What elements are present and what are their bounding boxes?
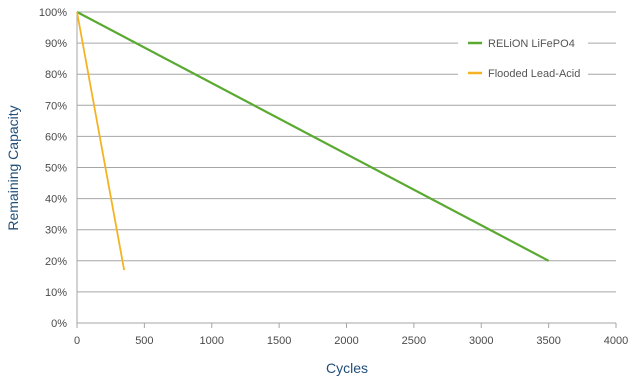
y-tick-label: 0%: [51, 318, 67, 330]
legend-entry: RELiON LiFePO4: [488, 38, 575, 50]
legend-entry: Flooded Lead-Acid: [488, 68, 580, 80]
legend: RELiON LiFePO4 Flooded Lead-Acid: [458, 30, 588, 86]
y-tick-label: 20%: [45, 256, 67, 268]
y-tick-label: 80%: [45, 69, 67, 81]
x-tick-label: 3000: [469, 335, 493, 347]
series-line-lead-acid: [76, 11, 126, 271]
y-tick-labels: 0% 10% 20% 30% 40% 50% 60% 70% 80% 90% 100%: [39, 7, 67, 330]
y-tick-label: 90%: [45, 38, 67, 50]
y-tick-label: 100%: [39, 7, 67, 19]
y-tick-label: 40%: [45, 194, 67, 206]
y-tick-label: 60%: [45, 131, 67, 143]
x-tick-label: 1500: [267, 335, 291, 347]
x-tick-label: 3500: [536, 335, 560, 347]
x-tick-label: 2000: [334, 335, 358, 347]
series-lines: [76, 11, 550, 271]
y-axis-title: Remaining Capacity: [5, 105, 21, 230]
y-tick-label: 10%: [45, 287, 67, 299]
x-axis-title: Cycles: [326, 360, 368, 376]
legend-background: [458, 30, 588, 86]
x-tick-label: 0: [74, 335, 80, 347]
y-tick-label: 30%: [45, 225, 67, 237]
series-line-lifepo4: [76, 11, 550, 262]
axes: [76, 12, 617, 328]
x-tick-label: 500: [135, 335, 153, 347]
x-tick-label: 1000: [200, 335, 224, 347]
x-tick-label: 2500: [402, 335, 426, 347]
y-tick-label: 50%: [45, 163, 67, 175]
x-tick-label: 4000: [604, 335, 628, 347]
x-tick-labels: 0 500 1000 1500 2000 2500 3000 3500 4000: [74, 335, 628, 347]
y-tick-label: 70%: [45, 100, 67, 112]
